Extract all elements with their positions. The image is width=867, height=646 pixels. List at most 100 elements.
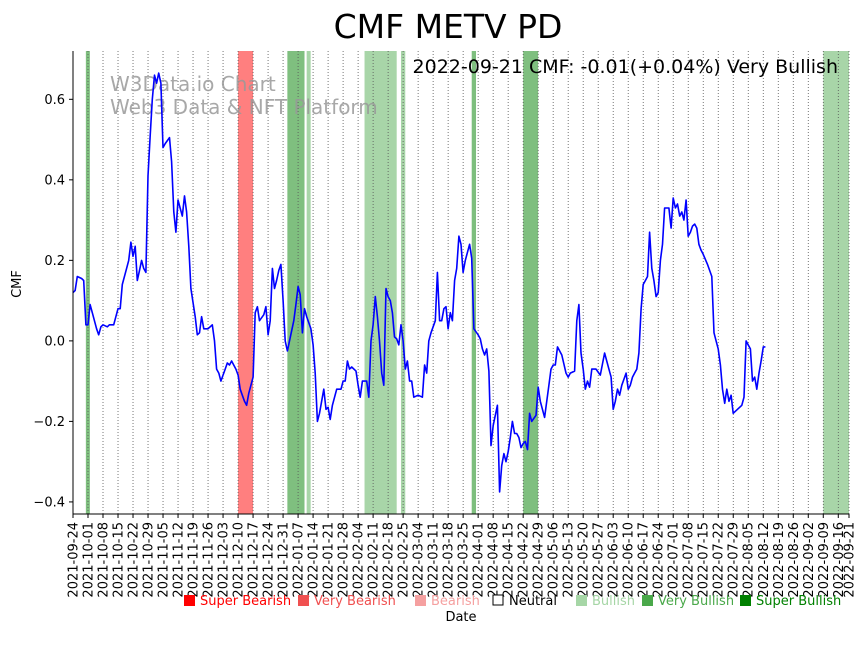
y-tick-label: 0.6 (44, 93, 65, 108)
legend-label: Super Bearish (200, 594, 291, 609)
x-tick-label: 2022-02-04 (352, 522, 367, 598)
x-tick-label: 2021-12-17 (247, 522, 262, 598)
x-tick-label: 2021-12-24 (262, 522, 277, 598)
zone-very-bullish (471, 51, 477, 514)
legend-label: Bullish (592, 594, 635, 609)
legend-swatch (642, 595, 653, 606)
x-tick-label: 2022-08-12 (757, 522, 772, 598)
x-tick-label: 2022-06-03 (607, 522, 622, 598)
x-tick-label: 2022-06-10 (622, 522, 637, 598)
x-tick-label: 2022-03-18 (442, 522, 457, 598)
legend-item: Bullish (576, 594, 635, 609)
legend-swatch (492, 594, 504, 606)
zone-bullish (823, 51, 849, 514)
legend-label: Neutral (509, 594, 557, 609)
zone-very-bearish (238, 51, 254, 514)
x-tick-label: 2021-12-03 (217, 522, 232, 598)
x-tick-label: 2022-03-25 (457, 522, 472, 598)
legend-swatch (576, 595, 587, 606)
vertical-gridlines (72, 51, 850, 514)
watermark-line-1: W3Data.io Chart (110, 72, 276, 96)
x-tick-label: 2022-04-15 (502, 522, 517, 598)
chart-title: CMF METV PD (334, 7, 563, 46)
x-tick-label: 2022-08-19 (772, 522, 787, 598)
legend-item: Neutral (492, 594, 557, 609)
legend-item: Bearish (415, 594, 480, 609)
x-tick-label: 2021-11-19 (187, 522, 202, 598)
signal-zones (85, 51, 849, 514)
y-tick-label: 0.0 (44, 334, 65, 349)
x-axis-label: Date (445, 610, 476, 625)
watermark-line-2: Web3 Data & NFT Platform (110, 95, 378, 119)
legend-label: Very Bearish (314, 594, 396, 609)
y-tick-label: −0.2 (33, 415, 65, 430)
legend-swatch (298, 595, 309, 606)
x-tick-label: 2022-09-09 (817, 522, 832, 598)
x-tick-label: 2021-10-08 (97, 522, 112, 598)
x-tick-label: 2022-07-01 (667, 522, 682, 598)
x-tick-label: 2021-10-01 (82, 522, 97, 598)
x-tick-label: 2022-05-13 (562, 522, 577, 598)
x-tick-label: 2022-04-01 (472, 522, 487, 598)
legend-label: Super Bullish (756, 594, 841, 609)
x-tick-label: 2022-07-08 (682, 522, 697, 598)
x-tick-label: 2022-08-26 (787, 522, 802, 598)
x-tick-label: 2022-02-11 (367, 522, 382, 598)
x-tick-label: 2021-11-05 (157, 522, 172, 598)
y-tick-label: 0.4 (44, 173, 65, 188)
legend: Super Bearish Very Bearish Bearish Neutral B… (184, 594, 841, 609)
legend-item: Very Bearish (298, 594, 396, 609)
x-tick-label: 2022-09-21 (843, 522, 858, 598)
x-tick-label: 2022-01-14 (307, 522, 322, 598)
legend-item: Super Bearish (184, 594, 291, 609)
x-ticks: 2021-09-24 2021-10-01 2021-10-08 2021-10-15… (67, 514, 858, 598)
x-tick-label: 2022-03-11 (427, 522, 442, 598)
y-ticks: −0.4 −0.2 0.0 0.2 0.4 0.6 (33, 93, 73, 510)
legend-item: Very Bullish (642, 594, 734, 609)
zone-very-bullish (287, 51, 305, 514)
cmf-line (72, 72, 766, 493)
x-tick-label: 2022-05-06 (547, 522, 562, 598)
x-tick-label: 2022-09-02 (802, 522, 817, 598)
x-tick-label: 2022-02-25 (397, 522, 412, 598)
x-tick-label: 2021-11-26 (202, 522, 217, 598)
x-tick-label: 2022-08-05 (742, 522, 757, 598)
x-tick-label: 2022-01-28 (337, 522, 352, 598)
legend-label: Very Bullish (658, 594, 734, 609)
x-tick-label: 2021-11-12 (172, 522, 187, 598)
y-axis-label: CMF (10, 270, 25, 298)
x-tick-label: 2022-04-08 (487, 522, 502, 598)
zone-bullish (364, 51, 397, 514)
x-tick-label: 2021-10-29 (142, 522, 157, 598)
y-tick-label: −0.4 (33, 495, 65, 510)
x-tick-label: 2022-04-29 (532, 522, 547, 598)
x-tick-label: 2022-06-24 (652, 522, 667, 598)
x-tick-label: 2022-09-16 (832, 522, 847, 598)
legend-swatch (740, 595, 751, 606)
x-tick-label: 2022-03-04 (412, 522, 427, 598)
legend-swatch (415, 595, 426, 606)
status-annotation: 2022-09-21 CMF: -0.01(+0.04%) Very Bulli… (413, 56, 838, 78)
zone-very-bullish (523, 51, 539, 514)
x-tick-label: 2021-10-22 (127, 522, 142, 598)
x-tick-label: 2022-04-22 (517, 522, 532, 598)
x-tick-label: 2022-07-15 (697, 522, 712, 598)
x-tick-label: 2022-01-21 (322, 522, 337, 598)
x-tick-label: 2021-12-31 (277, 522, 292, 598)
x-tick-label: 2021-10-15 (112, 522, 127, 598)
x-tick-label: 2022-07-29 (727, 522, 742, 598)
legend-label: Bearish (431, 594, 480, 609)
zone-bullish (306, 51, 311, 514)
x-tick-label: 2022-01-07 (292, 522, 307, 598)
x-tick-label: 2022-06-17 (637, 522, 652, 598)
legend-item: Super Bullish (740, 594, 841, 609)
x-tick-label: 2022-02-18 (382, 522, 397, 598)
y-tick-label: 0.2 (44, 254, 65, 269)
legend-swatch (184, 595, 195, 606)
x-tick-label: 2021-12-10 (232, 522, 247, 598)
x-tick-label: 2022-05-20 (577, 522, 592, 598)
x-tick-label: 2022-07-22 (712, 522, 727, 598)
x-tick-label: 2021-09-24 (67, 522, 82, 598)
x-tick-label: 2022-05-27 (592, 522, 607, 598)
